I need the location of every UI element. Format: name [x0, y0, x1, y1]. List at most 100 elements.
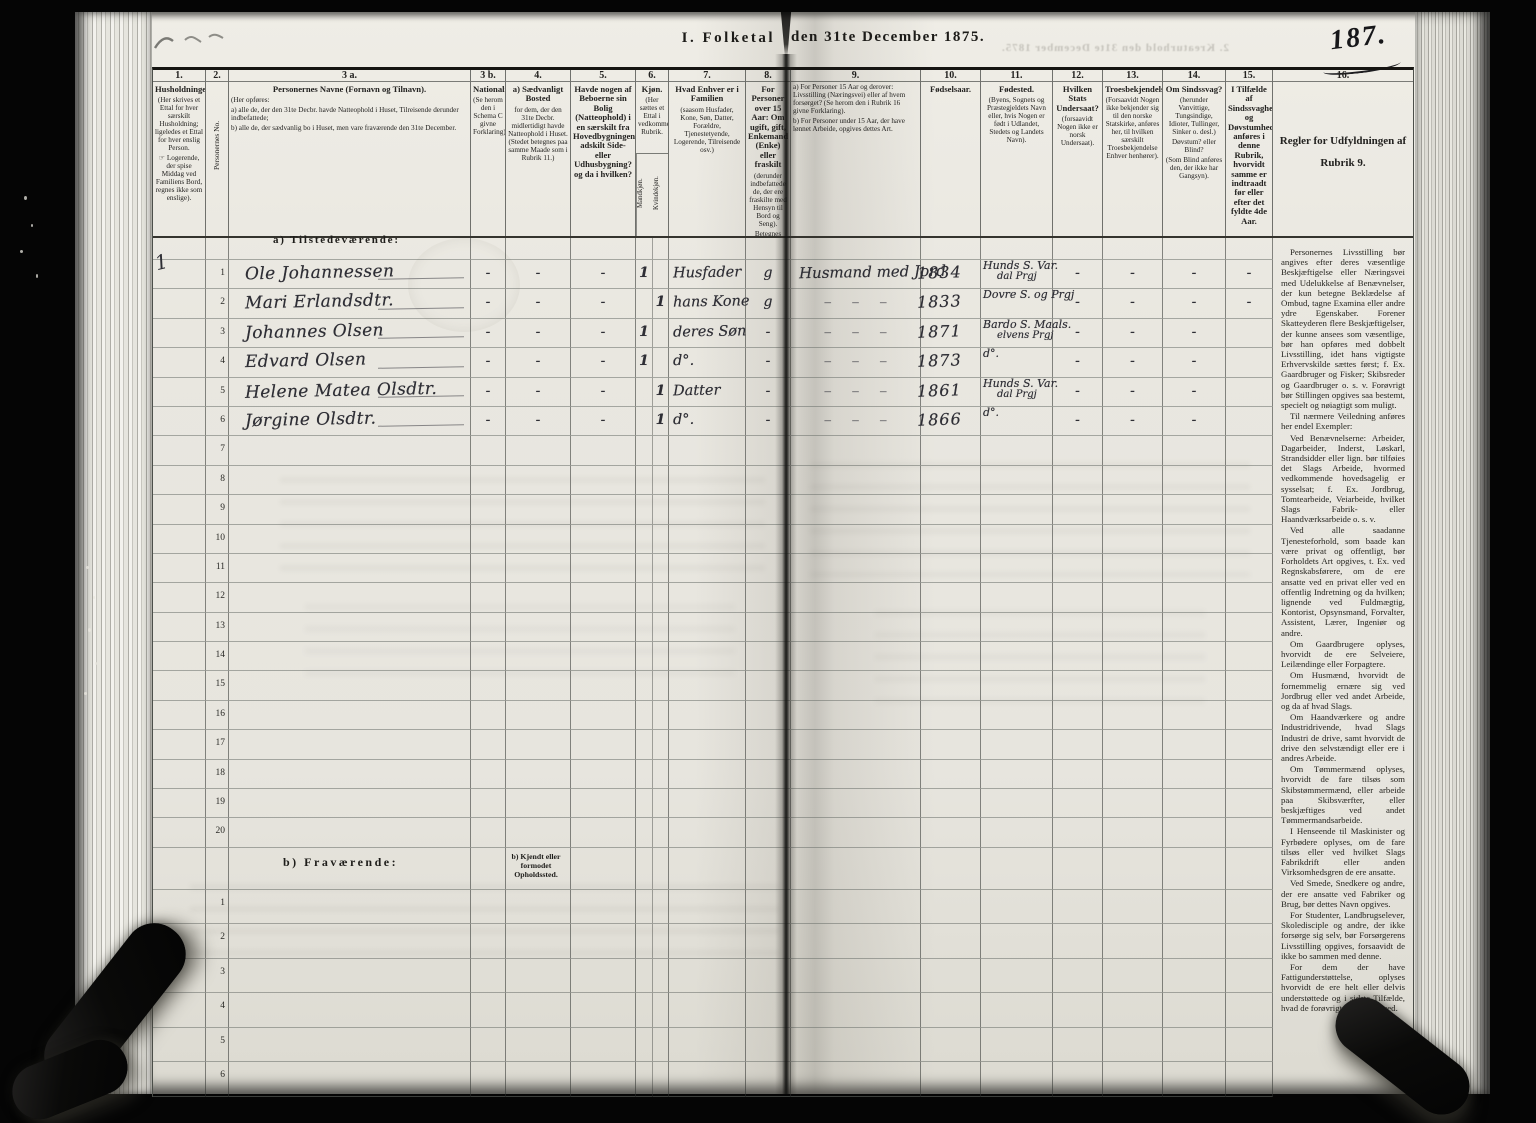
table-cell: [653, 553, 669, 584]
table-cell: [669, 583, 746, 613]
table-row: 3: [153, 958, 1413, 994]
table-cell: [746, 789, 791, 819]
table-cell: [471, 612, 506, 643]
column-header-2: 2. Personernes No.: [206, 70, 229, 236]
instruction-paragraph: I Henseende til Maskinister og Fyrbødere…: [1281, 826, 1405, 878]
table-cell: deres Søn: [669, 318, 747, 349]
instructions-column: Personernes Livsstilling bør angives eft…: [1274, 245, 1412, 1090]
table-cell: [746, 238, 791, 260]
table-cell: -: [1103, 289, 1163, 319]
table-cell: [636, 583, 653, 613]
table-cell: -: [1163, 289, 1226, 319]
section-a-label: a) Tilstedeværende:: [273, 234, 400, 246]
table-cell: [921, 1062, 981, 1097]
dust-speck: [88, 628, 91, 632]
column-header-14: 14. Om Sindssvag? (herunder Vanvittige, Tu…: [1163, 70, 1226, 236]
dust-speck: [95, 662, 97, 665]
person-name-handwritten: Mari Erlandsdtr.: [244, 290, 395, 314]
table-cell: 1871: [917, 318, 981, 349]
table-row: 6: [153, 1062, 1413, 1097]
column-header-13: 13. Troesbekjendelse. (Forsaavidt Nogen ik…: [1103, 70, 1163, 236]
table-cell: [1163, 993, 1226, 1028]
table-cell: [153, 889, 206, 925]
table-cell: [791, 583, 921, 613]
row-number: 14: [215, 650, 226, 661]
row-number: 10: [215, 532, 226, 543]
birth-year-handwritten: 1866: [916, 409, 963, 430]
table-cell: – – –: [791, 377, 921, 407]
column-number: 4.: [506, 70, 570, 82]
tail-dash: -: [1130, 382, 1135, 399]
column-note: (derunder indbefattede de, der ere frask…: [749, 171, 787, 228]
table-cell: 18: [206, 759, 229, 790]
table-row: 16: [153, 700, 1413, 731]
table-cell: [921, 1027, 981, 1063]
table-cell: [636, 993, 653, 1028]
dust-speck: [36, 274, 38, 278]
table-cell: [229, 1027, 471, 1063]
table-cell: [791, 238, 921, 260]
table-cell: d°.: [669, 406, 746, 437]
table-cell: [669, 553, 746, 584]
table-cell: [471, 436, 506, 466]
table-cell: -: [1053, 318, 1103, 349]
table-row: 2 Mari Erlandsdtr. - - - 1 hans Kone g – – – 1833…: [153, 289, 1413, 319]
table-cell: 1: [653, 377, 669, 407]
birth-year-handwritten: 1834: [916, 262, 963, 283]
table-cell: [746, 924, 791, 959]
table-cell: [153, 260, 206, 290]
table-cell: [636, 377, 653, 407]
census-page: I. Folketal den 31te December 1875. 2. K…: [75, 12, 1490, 1097]
table-cell: [791, 759, 921, 790]
table-cell: [506, 1062, 571, 1097]
table-cell: [506, 889, 571, 925]
table-cell: [471, 1027, 506, 1063]
marital-status-handwritten: g: [763, 294, 773, 311]
table-cell: [669, 495, 746, 525]
birthplace-handwritten: Hunds S. Var.: [983, 376, 1059, 390]
table-cell: [636, 289, 653, 319]
column-note: (Forsaavidt Nogen ikke bekjender sig til…: [1105, 96, 1160, 161]
table-cell: Bardo S. Maals. elvens Prgj: [981, 318, 1071, 349]
table-cell: [1226, 406, 1273, 437]
row-number: 19: [215, 797, 226, 808]
table-cell: [153, 436, 206, 466]
table-cell: [653, 818, 669, 848]
table-cell: [746, 671, 791, 701]
table-cell: [921, 436, 981, 466]
table-cell: [791, 1027, 921, 1063]
table-cell: [1226, 730, 1273, 760]
table-cell: [1103, 924, 1163, 959]
table-cell: [1226, 759, 1273, 790]
column-header-7: 7. Hvad Enhver er i Familien (saasom Husfa…: [669, 70, 746, 236]
column-header-12: 12. Hvilken Stats Undersaat? (forsaavidt N…: [1053, 70, 1103, 236]
table-cell: [506, 238, 571, 260]
row-number: 5: [220, 1035, 225, 1046]
table-cell: 19: [206, 789, 229, 819]
table-cell: [981, 671, 1053, 701]
female-tally: 1: [655, 382, 666, 399]
marital-status-handwritten: g: [763, 265, 773, 281]
birth-year-handwritten: 1861: [916, 379, 963, 401]
column-title: For Personer over 15 Aar: Om ugift, gift…: [748, 84, 789, 170]
table-cell: -: [471, 377, 506, 407]
column-note: (Her opføres:: [231, 96, 270, 105]
table-cell: [206, 847, 229, 890]
table-cell: [1103, 889, 1163, 925]
table-cell: [1226, 436, 1273, 466]
column-title-vertical: Personernes No.: [212, 120, 221, 170]
table-cell: [1226, 847, 1273, 890]
marital-status-handwritten: -: [765, 323, 771, 340]
dust-speck: [86, 566, 89, 569]
column-header-3b: 3 b. Nationalitet (Se herom den i Schema C…: [471, 70, 506, 236]
tail-dash: -: [1130, 265, 1135, 281]
table-cell: [981, 436, 1053, 466]
table-cell: [153, 1062, 206, 1097]
table-cell: [921, 993, 981, 1028]
table-cell: [571, 700, 636, 731]
table-cell: [981, 789, 1053, 819]
table-cell: [653, 612, 669, 643]
column-note: b) For Personer under 15 Aar, der have l…: [793, 117, 905, 133]
table-cell: [981, 1027, 1053, 1063]
table-cell: [921, 759, 981, 790]
